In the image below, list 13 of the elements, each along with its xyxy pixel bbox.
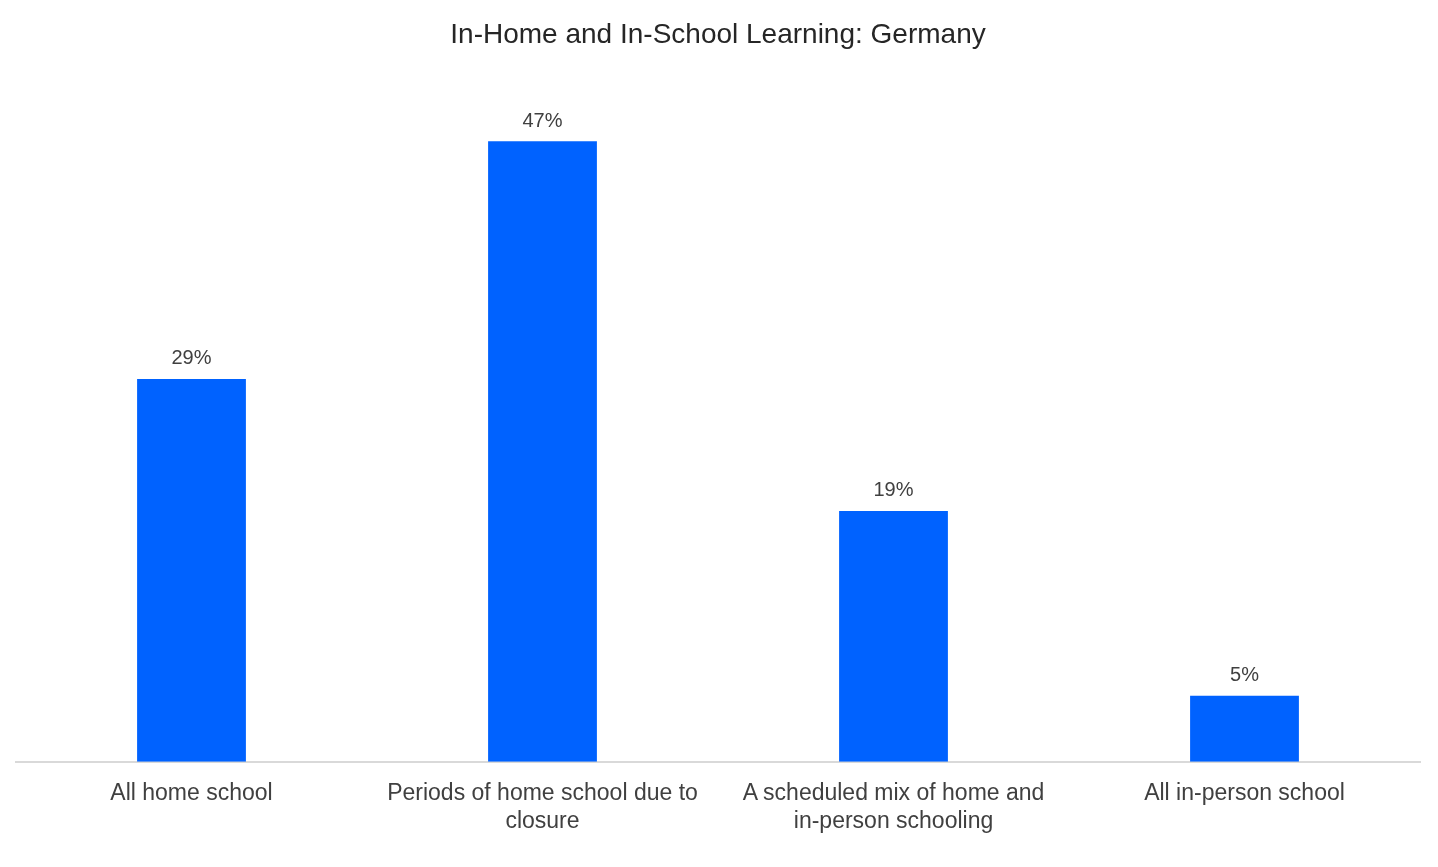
data-label: 5% (1230, 663, 1260, 686)
data-label: 19% (873, 478, 914, 501)
data-label: 47% (522, 108, 563, 131)
bar (488, 141, 597, 762)
x-tick-label: All home school (110, 778, 273, 805)
bar (137, 378, 246, 762)
x-tick-label: Periods of home school due to closure (387, 778, 698, 833)
bar (1190, 695, 1299, 762)
x-tick-label: All in-person school (1144, 778, 1345, 805)
chart-title: In-Home and In-School Learning: Germany (450, 17, 986, 49)
x-tick-label: A scheduled mix of home and in-person schooling (742, 778, 1045, 833)
data-label: 29% (171, 346, 212, 369)
bar (839, 510, 948, 762)
